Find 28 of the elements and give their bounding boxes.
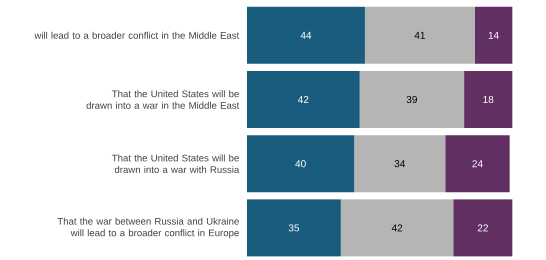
y-tick-label: That the war between Russia and Ukraine will lead to a broader conflict in Europe xyxy=(58,218,239,238)
data-label: 24 xyxy=(472,160,483,168)
bar xyxy=(340,199,454,256)
data-label: 41 xyxy=(414,32,425,39)
bar xyxy=(354,135,446,192)
bar xyxy=(464,71,512,128)
data-label: 14 xyxy=(488,32,499,39)
data-label: 42 xyxy=(392,224,402,232)
data-label: 22 xyxy=(478,224,488,232)
data-label: 42 xyxy=(298,96,308,103)
y-tick-label: will lead to a broader conflict in the Middle East xyxy=(34,32,240,39)
bar xyxy=(247,135,354,192)
y-tick-label: That the United States will be drawn into a war in the Middle East xyxy=(86,90,240,109)
y-tick-label: That the United States will be drawn into a war with Russia xyxy=(112,154,240,174)
bar xyxy=(453,199,512,256)
bar xyxy=(445,135,510,192)
data-label: 44 xyxy=(300,32,312,39)
bar xyxy=(474,6,512,64)
bar xyxy=(247,6,365,64)
data-label: 39 xyxy=(406,96,417,104)
data-label: 34 xyxy=(394,160,406,168)
bar xyxy=(360,71,464,128)
bar xyxy=(247,71,360,128)
data-label: 18 xyxy=(483,96,494,104)
data-label: 40 xyxy=(295,160,306,168)
data-label: 35 xyxy=(288,224,300,232)
bar xyxy=(247,199,341,256)
bar xyxy=(364,6,475,64)
